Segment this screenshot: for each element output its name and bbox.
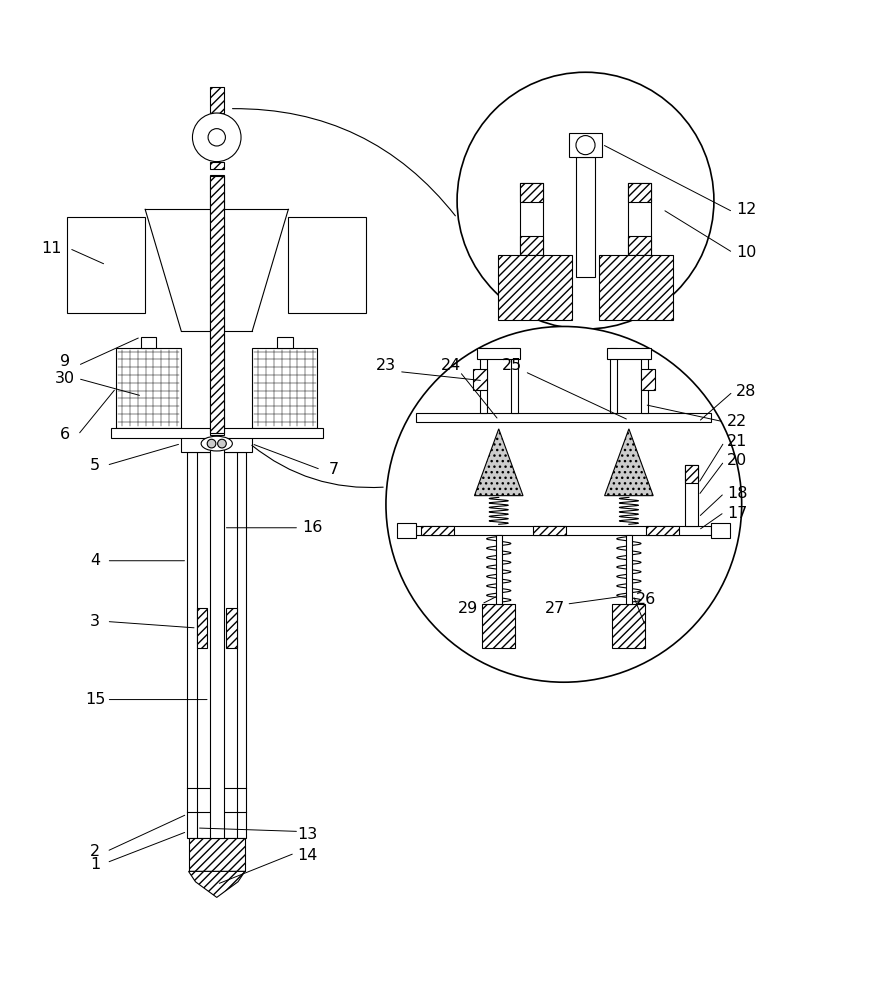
- Bar: [288, 217, 366, 313]
- Bar: [210, 175, 223, 435]
- Text: 24: 24: [441, 358, 461, 373]
- Text: 11: 11: [42, 241, 62, 256]
- Text: 30: 30: [55, 371, 75, 386]
- Text: 16: 16: [302, 520, 322, 535]
- Bar: [477, 348, 520, 359]
- Text: 10: 10: [736, 245, 756, 260]
- Bar: [210, 162, 223, 169]
- Text: 9: 9: [60, 354, 70, 369]
- Bar: [483, 604, 515, 648]
- Bar: [496, 535, 502, 604]
- Text: 12: 12: [736, 202, 756, 217]
- Circle shape: [193, 113, 241, 162]
- Text: 6: 6: [60, 427, 70, 442]
- Text: 29: 29: [458, 601, 478, 616]
- Bar: [641, 369, 655, 390]
- Bar: [569, 133, 602, 157]
- Bar: [685, 465, 698, 483]
- Text: 5: 5: [90, 458, 101, 473]
- Text: 14: 14: [298, 848, 318, 863]
- Bar: [520, 183, 543, 202]
- Bar: [520, 236, 543, 255]
- Bar: [711, 523, 731, 538]
- Circle shape: [208, 439, 215, 448]
- Bar: [480, 348, 486, 413]
- Text: 25: 25: [502, 358, 522, 373]
- Bar: [197, 608, 208, 648]
- Text: 2: 2: [90, 844, 101, 859]
- Text: 7: 7: [328, 462, 339, 477]
- Bar: [685, 465, 698, 526]
- Text: 3: 3: [90, 614, 100, 629]
- Bar: [187, 452, 246, 838]
- Bar: [627, 236, 651, 255]
- Text: 28: 28: [736, 384, 756, 399]
- Text: 22: 22: [727, 414, 747, 429]
- Text: 23: 23: [376, 358, 396, 373]
- Bar: [111, 428, 322, 438]
- Ellipse shape: [201, 436, 232, 451]
- Text: 18: 18: [727, 486, 747, 501]
- Bar: [420, 526, 454, 535]
- Bar: [181, 435, 252, 452]
- Text: 26: 26: [636, 592, 656, 607]
- Text: 20: 20: [727, 453, 747, 468]
- Bar: [210, 176, 223, 433]
- Bar: [599, 255, 673, 320]
- Bar: [627, 183, 651, 255]
- Bar: [117, 348, 181, 428]
- Polygon shape: [188, 871, 245, 897]
- Text: 21: 21: [727, 434, 747, 449]
- Text: 15: 15: [85, 692, 105, 707]
- Bar: [612, 604, 646, 648]
- Bar: [277, 337, 293, 348]
- Bar: [576, 157, 595, 277]
- Bar: [627, 183, 651, 202]
- Text: 13: 13: [298, 827, 318, 842]
- Circle shape: [217, 439, 226, 448]
- Bar: [625, 535, 632, 604]
- Bar: [416, 413, 711, 422]
- Text: 17: 17: [727, 506, 747, 521]
- Bar: [141, 337, 157, 348]
- Bar: [210, 87, 223, 113]
- Bar: [226, 608, 237, 648]
- Bar: [646, 526, 679, 535]
- Bar: [210, 439, 223, 838]
- Bar: [533, 526, 567, 535]
- Circle shape: [208, 129, 225, 146]
- Circle shape: [457, 72, 714, 329]
- Bar: [610, 348, 617, 413]
- Bar: [252, 348, 317, 428]
- Bar: [416, 526, 711, 535]
- Text: 27: 27: [545, 601, 565, 616]
- Bar: [67, 217, 145, 313]
- Bar: [641, 348, 648, 413]
- Bar: [511, 348, 518, 413]
- Bar: [498, 255, 572, 320]
- Text: 4: 4: [90, 553, 101, 568]
- Circle shape: [386, 326, 742, 682]
- Polygon shape: [475, 429, 523, 496]
- Polygon shape: [604, 429, 653, 496]
- Bar: [473, 369, 486, 390]
- Bar: [607, 348, 651, 359]
- Text: 1: 1: [90, 857, 101, 872]
- Circle shape: [576, 136, 595, 155]
- Bar: [520, 183, 543, 255]
- Bar: [188, 838, 245, 871]
- Bar: [397, 523, 416, 538]
